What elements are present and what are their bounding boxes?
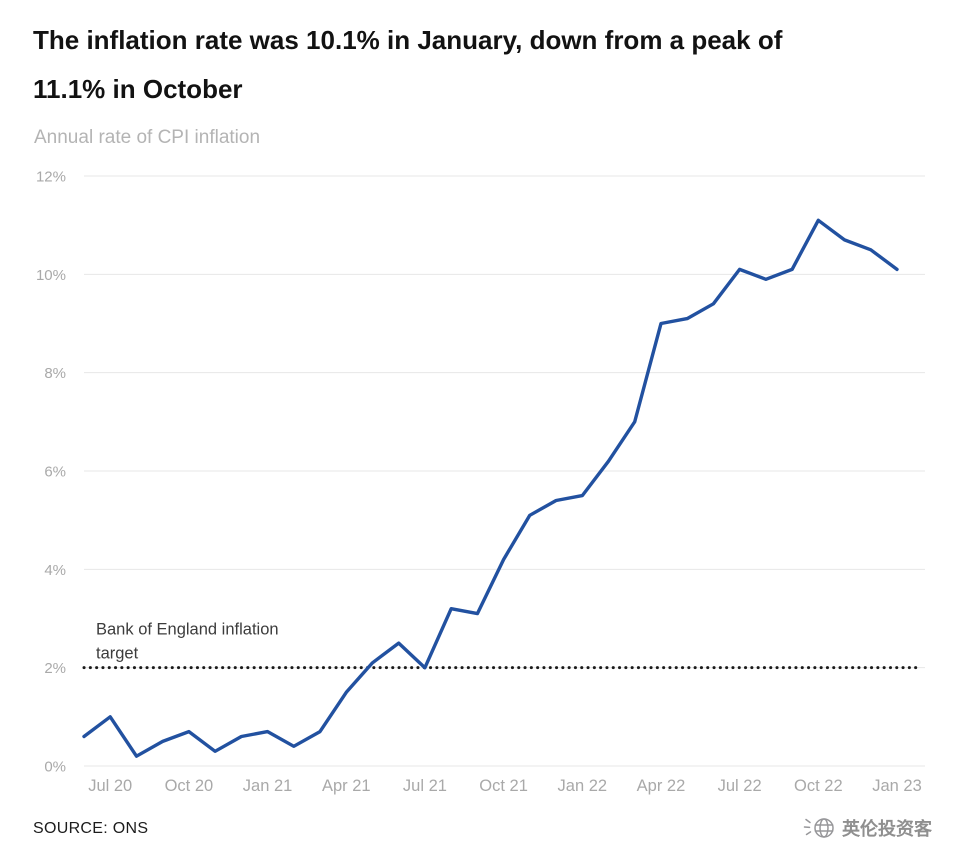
watermark-text: 英伦投资客 xyxy=(842,819,932,839)
y-tick-label: 2% xyxy=(44,660,66,677)
x-tick-label: Jan 23 xyxy=(872,777,922,795)
chart-subtitle: Annual rate of CPI inflation xyxy=(34,127,261,148)
x-tick-label: Oct 20 xyxy=(165,777,214,795)
x-tick-label: Apr 21 xyxy=(322,777,371,795)
x-tick-label: Jul 22 xyxy=(718,777,762,795)
x-tick-label: Oct 21 xyxy=(479,777,528,795)
cpi-line-chart: 0% 2% 4% 6% 8% 10% 12% Jul 20 Oct 20 Jan 21 Apr 21… xyxy=(36,169,925,795)
watermark-globe-icon xyxy=(803,818,834,838)
y-tick-label: 0% xyxy=(44,759,66,776)
y-tick-label: 10% xyxy=(36,267,66,284)
page-title: The inflation rate was 10.1% in January,… xyxy=(33,16,953,114)
x-tick-label: Jul 21 xyxy=(403,777,447,795)
x-tick-label: Apr 22 xyxy=(637,777,686,795)
target-annotation-line: Bank of England inflation xyxy=(96,621,279,639)
x-tick-label: Oct 22 xyxy=(794,777,843,795)
title-line-2: 11.1% in October xyxy=(33,74,243,104)
x-tick-label: Jul 20 xyxy=(88,777,132,795)
title-line-1: The inflation rate was 10.1% in January,… xyxy=(33,25,783,55)
target-annotation-line: target xyxy=(96,645,139,663)
y-tick-label: 4% xyxy=(44,562,66,579)
x-tick-label: Jan 22 xyxy=(558,777,608,795)
source-label: SOURCE: ONS xyxy=(33,820,149,837)
watermark: 英伦投资客 xyxy=(802,814,932,842)
y-tick-label: 12% xyxy=(36,169,66,186)
x-tick-label: Jan 21 xyxy=(243,777,293,795)
inflation-line xyxy=(82,218,899,758)
y-tick-label: 6% xyxy=(44,464,66,481)
y-tick-label: 8% xyxy=(44,365,66,382)
